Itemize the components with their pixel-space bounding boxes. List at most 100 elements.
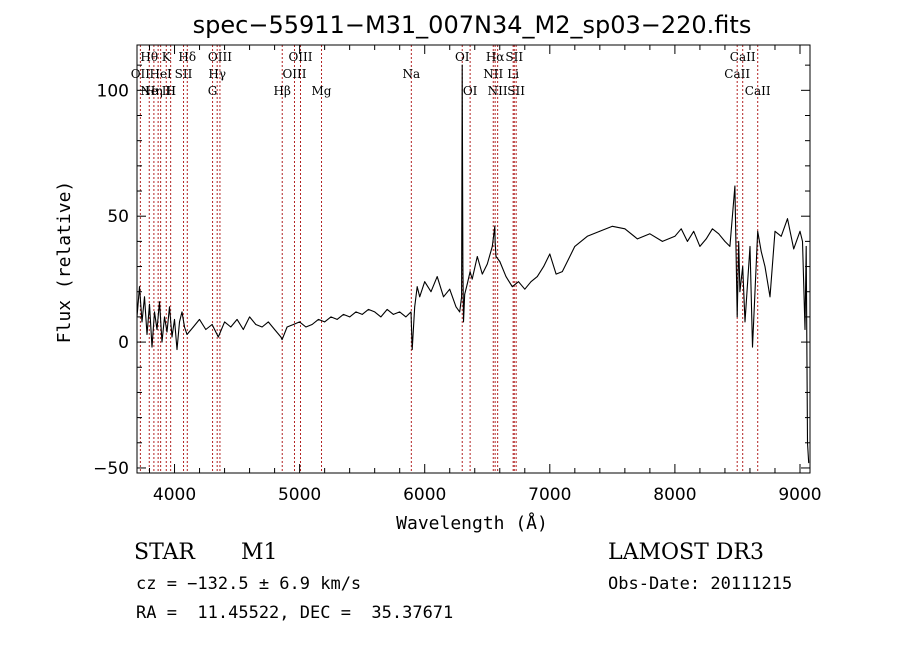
x-axis-ticks: 4000 5000 6000 7000 8000 9000 <box>149 45 822 505</box>
data-point-0-20 <box>186 334 188 335</box>
data-point-0-123 <box>760 251 762 252</box>
data-point-0-22 <box>199 319 200 320</box>
y-axis-label: Flux (relative) <box>54 181 75 344</box>
data-point-0-1 <box>139 286 140 288</box>
data-point-0-7 <box>154 311 155 313</box>
data-point-0-18 <box>181 311 183 313</box>
data-point-0-83 <box>495 256 497 257</box>
y-axis-ticks: −50 0 50 100 <box>93 64 810 479</box>
data-point-0-85 <box>505 276 507 277</box>
line-label-15: Mg <box>312 84 332 98</box>
data-point-0-62 <box>424 281 426 283</box>
data-point-0-93 <box>555 273 557 275</box>
x-tick-label-0: 4000 <box>153 485 196 505</box>
data-point-0-130 <box>799 230 801 232</box>
data-point-0-25 <box>217 336 219 338</box>
data-point-0-104 <box>674 235 676 237</box>
data-point-0-53 <box>386 309 388 310</box>
series-spectrum <box>136 64 810 463</box>
plot-frame <box>136 44 811 474</box>
data-point-0-15 <box>174 319 175 320</box>
data-point-0-90 <box>536 276 538 277</box>
data-point-0-65 <box>443 296 444 298</box>
coordinates-text: RA = 11.45522, DEC = 35.37671 <box>136 603 454 623</box>
data-point-0-84 <box>499 261 501 262</box>
line-label-22: SII <box>505 50 523 64</box>
data-point-0-129 <box>793 248 795 250</box>
data-point-0-78 <box>481 273 483 275</box>
data-point-0-58 <box>411 349 413 350</box>
data-point-0-79 <box>486 263 488 265</box>
spectral-line-markers <box>139 45 759 473</box>
data-point-0-42 <box>318 319 319 320</box>
data-point-0-120 <box>749 246 751 247</box>
data-point-0-57 <box>410 311 412 313</box>
data-point-0-51 <box>374 311 376 313</box>
x-tick-label-3: 7000 <box>528 485 571 505</box>
data-point-0-6 <box>151 346 153 348</box>
spectrum-series <box>136 64 810 464</box>
data-point-0-112 <box>724 241 726 242</box>
data-point-0-9 <box>159 301 160 303</box>
x-tick-label-1: 5000 <box>278 485 321 505</box>
data-point-0-109 <box>705 238 707 240</box>
data-point-0-133 <box>805 246 807 247</box>
line-label-4: K <box>162 50 172 64</box>
data-point-0-60 <box>416 286 418 288</box>
data-point-0-50 <box>368 309 369 310</box>
x-tick-label-4: 8000 <box>653 485 696 505</box>
data-point-0-23 <box>205 329 207 330</box>
data-point-0-13 <box>169 306 170 308</box>
line-label-3: Ne III <box>140 84 176 98</box>
data-point-0-88 <box>524 288 526 290</box>
data-point-0-122 <box>757 230 759 232</box>
data-point-0-70 <box>461 64 463 66</box>
data-point-0-80 <box>491 246 493 247</box>
data-point-0-19 <box>184 326 185 328</box>
data-point-0-44 <box>330 316 332 318</box>
line-label-20: NII <box>483 67 503 81</box>
data-point-0-114 <box>734 185 736 187</box>
data-point-0-66 <box>449 288 451 290</box>
line-label-12: Hβ <box>274 84 291 98</box>
line-label-25: CaII <box>730 50 756 64</box>
data-point-0-101 <box>637 238 638 240</box>
y-tick-label-2: 50 <box>107 207 129 227</box>
line-label-7: Hδ <box>178 50 196 64</box>
data-point-0-10 <box>161 341 163 343</box>
y-tick-label-3: 100 <box>97 81 129 101</box>
data-point-0-121 <box>752 346 753 348</box>
y-tick-label-0: −50 <box>93 459 129 479</box>
data-point-0-35 <box>280 336 282 338</box>
line-label-13: OIII <box>288 50 312 64</box>
data-point-0-64 <box>436 276 438 277</box>
data-point-0-116 <box>738 241 740 242</box>
data-point-0-131 <box>802 241 803 242</box>
data-point-0-55 <box>399 311 401 313</box>
data-point-0-94 <box>561 271 563 272</box>
data-point-0-38 <box>293 324 294 325</box>
line-label-10: Hγ <box>208 67 226 81</box>
line-label-5: HeI <box>149 67 172 81</box>
data-point-0-74 <box>466 283 468 285</box>
data-point-0-30 <box>249 316 251 318</box>
data-point-0-100 <box>624 228 626 230</box>
data-point-0-125 <box>769 296 771 298</box>
data-point-0-118 <box>742 266 744 267</box>
chart-title: spec−55911−M31_007N34_M2_sp03−220.fits <box>193 11 752 39</box>
data-point-0-110 <box>712 228 713 230</box>
data-point-0-111 <box>718 233 720 235</box>
line-label-18: OI <box>463 84 478 98</box>
line-label-14: OIII <box>282 67 306 81</box>
data-point-0-43 <box>324 321 325 323</box>
data-point-0-3 <box>144 296 145 298</box>
line-label-16: Na <box>403 67 421 81</box>
data-point-0-47 <box>349 316 351 318</box>
data-point-0-45 <box>336 319 338 320</box>
data-point-0-87 <box>518 281 519 283</box>
data-point-0-135 <box>808 462 810 464</box>
data-point-0-5 <box>149 303 150 305</box>
data-point-0-41 <box>311 324 313 325</box>
data-point-0-126 <box>774 230 776 232</box>
data-point-0-91 <box>543 266 544 267</box>
